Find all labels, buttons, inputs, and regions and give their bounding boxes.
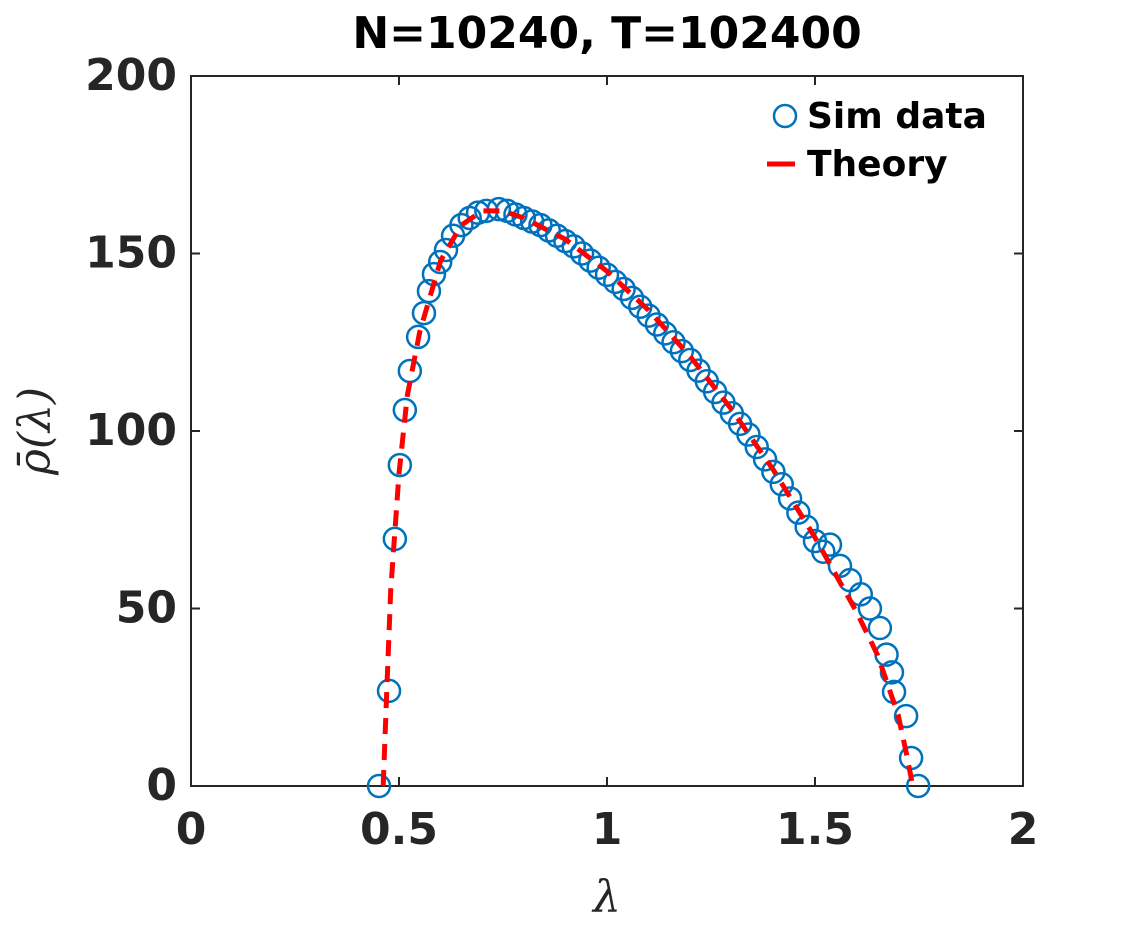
legend-marker <box>772 103 798 129</box>
x-axis-label: λ <box>591 872 621 923</box>
sim-point <box>669 338 695 364</box>
sim-point <box>594 262 620 288</box>
sim-point <box>433 237 459 263</box>
sim-point <box>366 773 392 799</box>
sim-point <box>857 596 883 621</box>
sim-point <box>416 278 442 304</box>
sim-point <box>578 248 603 273</box>
y-tick-label: 50 <box>116 583 177 634</box>
sim-point <box>586 255 611 280</box>
y-tick-label: 0 <box>146 760 177 811</box>
sim-point <box>628 294 653 319</box>
sim-point <box>611 276 636 302</box>
sim-point <box>744 434 770 460</box>
sim-point <box>387 452 413 478</box>
legend-label: Sim data <box>807 96 987 137</box>
sim-point <box>652 321 678 346</box>
sim-point <box>811 539 836 564</box>
legend-label: Theory <box>807 144 948 185</box>
sim-point <box>893 703 919 729</box>
sim-point <box>405 324 431 350</box>
sim-point <box>661 330 686 355</box>
sim-point <box>786 500 811 525</box>
x-tick-label: 1.5 <box>776 804 854 855</box>
y-tick-label: 150 <box>85 228 177 279</box>
sim-point <box>794 514 819 540</box>
sim-point <box>817 532 843 557</box>
sim-point <box>569 241 595 266</box>
x-tick-label: 0 <box>176 804 207 855</box>
x-tick-label: 2 <box>1008 804 1039 855</box>
y-axis-label: ρ̄(λ) <box>10 387 61 476</box>
chart-title: N=10240, T=102400 <box>352 8 861 59</box>
x-tick-label: 0.5 <box>360 804 438 855</box>
y-tick-label: 100 <box>85 405 177 456</box>
sim-point <box>644 312 670 337</box>
sim-point <box>427 249 453 275</box>
sim-point <box>848 582 874 607</box>
sim-point <box>867 615 893 641</box>
theory-line <box>380 208 916 787</box>
sim-point <box>561 234 586 259</box>
sim-point <box>603 269 628 295</box>
sim-point <box>736 422 761 447</box>
sim-point <box>777 486 803 511</box>
sim-point <box>636 303 661 328</box>
sim-point <box>905 773 931 799</box>
sim-point <box>619 285 645 311</box>
sim-point <box>449 212 474 238</box>
x-tick-label: 1 <box>592 804 623 855</box>
sim-point <box>761 459 786 485</box>
y-tick-label: 200 <box>85 50 177 101</box>
sim-point <box>752 447 778 472</box>
sim-point <box>769 472 794 497</box>
